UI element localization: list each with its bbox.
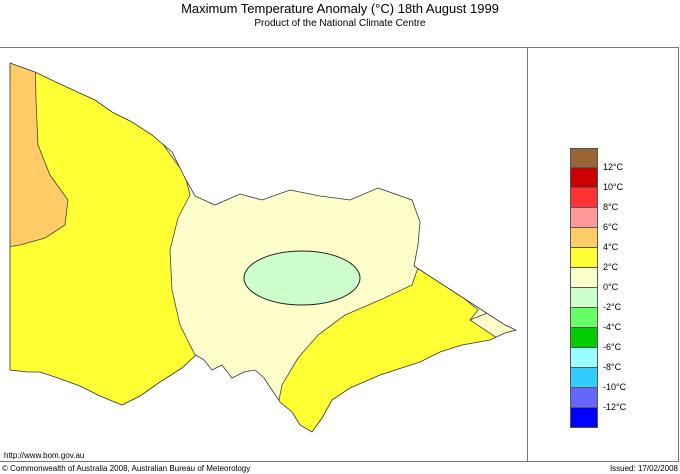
legend-swatch <box>570 168 598 188</box>
legend-label: 6°C <box>603 222 619 232</box>
colour-legend: 12°C 10°C 8°C 6°C 4°C 2°C 0°C -2°C -4°C -6°C -8°C -… <box>570 148 626 428</box>
legend-label: 10°C <box>603 182 624 192</box>
legend-swatch <box>570 188 598 208</box>
frame-divider <box>527 47 528 462</box>
legend-swatch <box>570 228 598 248</box>
legend-swatch <box>570 388 598 408</box>
legend-label: 0°C <box>603 282 619 292</box>
legend-label: -2°C <box>603 302 622 312</box>
legend-swatch <box>570 348 598 368</box>
legend-label: 8°C <box>603 202 619 212</box>
map-frame <box>0 47 679 462</box>
victoria-map <box>9 62 517 433</box>
legend-swatch <box>570 288 598 308</box>
legend-label: -12°C <box>603 402 627 412</box>
copyright-text: © Commonwealth of Australia 2008, Austra… <box>2 464 251 473</box>
legend-swatch <box>570 328 598 348</box>
legend-swatch <box>570 208 598 228</box>
legend-swatch <box>570 408 598 428</box>
legend-swatch <box>570 148 598 168</box>
zone-minus2-to-0 <box>243 250 361 306</box>
issued-date: Issued: 17/02/2008 <box>609 464 678 473</box>
legend-label: 2°C <box>603 262 619 272</box>
website-url[interactable]: http://www.bom.gov.au <box>4 451 85 460</box>
legend-label: -6°C <box>603 342 622 352</box>
map-subtitle: Product of the National Climate Centre <box>254 18 426 29</box>
legend-swatch <box>570 308 598 328</box>
legend-swatch <box>570 248 598 268</box>
map-title: Maximum Temperature Anomaly (°C) 18th Au… <box>181 1 499 16</box>
zone-4-to-6 <box>10 63 69 249</box>
legend-label: -4°C <box>603 322 622 332</box>
legend-label: 4°C <box>603 242 619 252</box>
legend-label: -8°C <box>603 362 622 372</box>
legend-label: -10°C <box>603 382 627 392</box>
legend-swatch <box>570 268 598 288</box>
legend-swatch <box>570 368 598 388</box>
legend-label: 12°C <box>603 162 624 172</box>
